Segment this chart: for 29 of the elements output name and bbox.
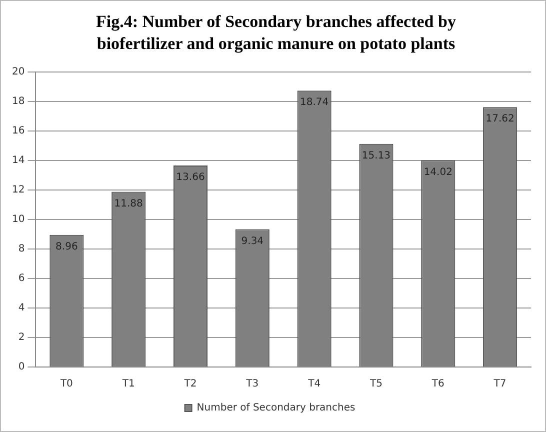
chart-title: Fig.4: Number of Secondary branches affected by biofertilizer and organic manure on potato plants — [95, 11, 457, 55]
data-label: 13.66 — [176, 172, 205, 184]
data-label: 11.88 — [114, 198, 143, 210]
x-tick-label: T6 — [430, 378, 444, 390]
x-tick-label: T1 — [121, 378, 135, 390]
data-label: 8.96 — [56, 241, 78, 252]
y-tick-label: 18 — [12, 96, 25, 108]
y-tick-label: 0 — [18, 362, 25, 373]
y-tick-label: 12 — [12, 184, 25, 196]
y-tick-label: 8 — [18, 244, 25, 255]
x-tick-label: T5 — [368, 378, 382, 390]
legend-label: Number of Secondary branches — [196, 402, 356, 414]
data-label: 17.62 — [486, 114, 514, 125]
data-label: 14.02 — [424, 166, 452, 178]
y-tick-label: 2 — [18, 332, 25, 344]
y-tick-label: 16 — [12, 126, 25, 137]
x-tick-label: T4 — [307, 378, 321, 390]
y-tick-label: 4 — [18, 302, 25, 314]
y-tick-label: 10 — [12, 214, 25, 226]
data-label: 18.74 — [300, 97, 329, 108]
x-tick-label: T0 — [59, 378, 73, 390]
data-label: 15.13 — [362, 150, 391, 162]
y-tick-label: 6 — [18, 273, 25, 284]
x-tick-label: T3 — [245, 378, 259, 390]
x-tick-label: T2 — [183, 378, 197, 390]
y-tick-label: 20 — [12, 66, 25, 78]
x-tick-label: T7 — [492, 378, 506, 390]
data-label: 9.34 — [241, 236, 264, 247]
y-tick-label: 14 — [12, 155, 25, 166]
